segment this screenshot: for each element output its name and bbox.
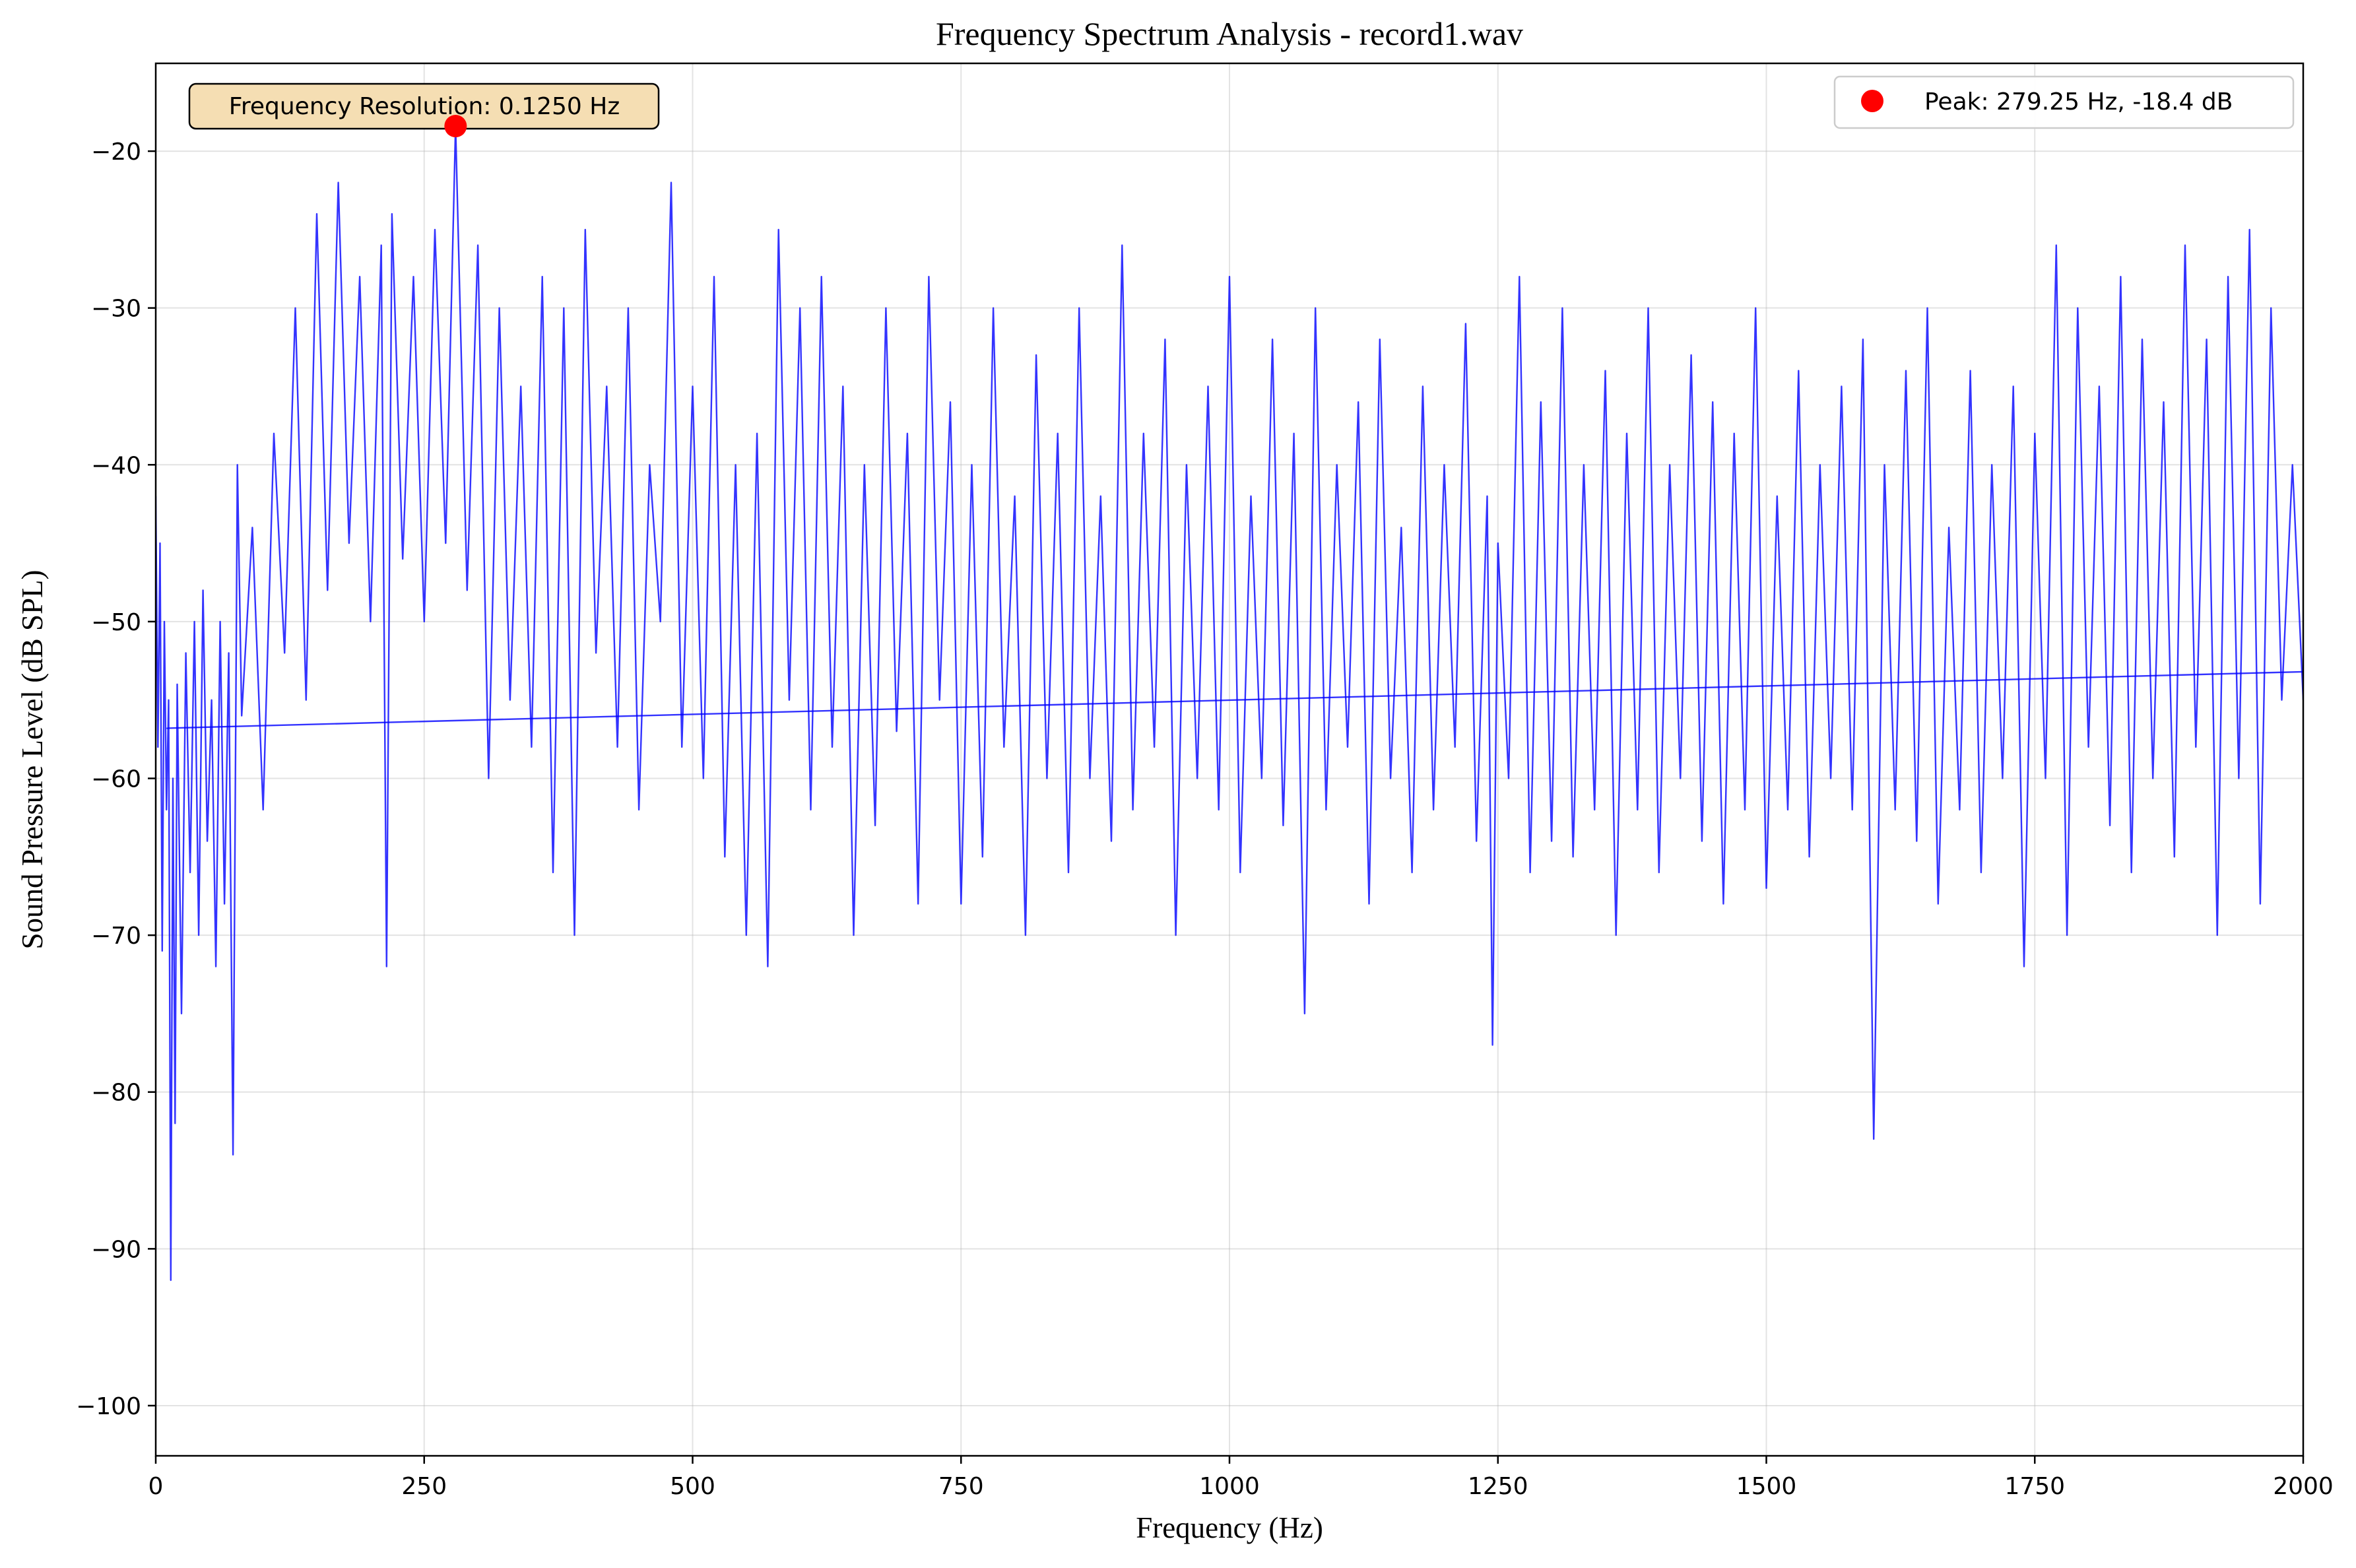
- y-tick-label: −80: [91, 1080, 141, 1107]
- annotation-text: Frequency Resolution: 0.1250 Hz: [229, 93, 620, 120]
- x-tick-label: 1750: [2004, 1473, 2065, 1500]
- x-tick-label: 1250: [1468, 1473, 1528, 1500]
- y-tick-label: −40: [91, 452, 141, 479]
- legend-peak-marker-icon: [1861, 90, 1883, 112]
- plot-area: [156, 125, 2303, 1282]
- y-tick-label: −70: [91, 923, 141, 950]
- x-tick-label: 750: [938, 1473, 984, 1500]
- spectrum-wrap-segment: [166, 670, 2303, 729]
- chart-title: Frequency Spectrum Analysis - record1.wa…: [936, 15, 1523, 52]
- y-tick-label: −90: [91, 1236, 141, 1263]
- y-tick-label: −60: [91, 766, 141, 793]
- legend: Peak: 279.25 Hz, -18.4 dB: [1833, 75, 2295, 129]
- x-tick-label: 500: [670, 1473, 715, 1500]
- y-tick-label: −20: [91, 139, 141, 166]
- y-tick-label: −100: [76, 1393, 141, 1420]
- y-axis-label: Sound Pressure Level (dB SPL): [16, 570, 49, 950]
- x-axis-label: Frequency (Hz): [1136, 1511, 1323, 1544]
- x-tick-label: 2000: [2273, 1473, 2334, 1500]
- spectrum-series-line: [156, 125, 2303, 1282]
- legend-box: [1833, 75, 2295, 129]
- annotation-box: [188, 82, 660, 130]
- y-axis-ticks: −20 −30 −40 −50 −60 −70 −80 −90 −100: [76, 139, 156, 1420]
- y-tick-label: −50: [91, 609, 141, 636]
- x-tick-label: 0: [148, 1473, 164, 1500]
- x-tick-label: 250: [401, 1473, 447, 1500]
- frequency-resolution-annotation: Frequency Resolution: 0.1250 Hz: [188, 82, 660, 130]
- peak-marker: [444, 115, 467, 138]
- grid-lines: [155, 63, 2304, 1456]
- legend-entry-peak: Peak: 279.25 Hz, -18.4 dB: [1924, 88, 2233, 115]
- x-axis-ticks: 0 250 500 750 1000 1250 1500 1750 2000: [148, 1456, 2334, 1500]
- x-tick-label: 1000: [1199, 1473, 1260, 1500]
- y-tick-label: −30: [91, 296, 141, 323]
- x-tick-label: 1500: [1736, 1473, 1797, 1500]
